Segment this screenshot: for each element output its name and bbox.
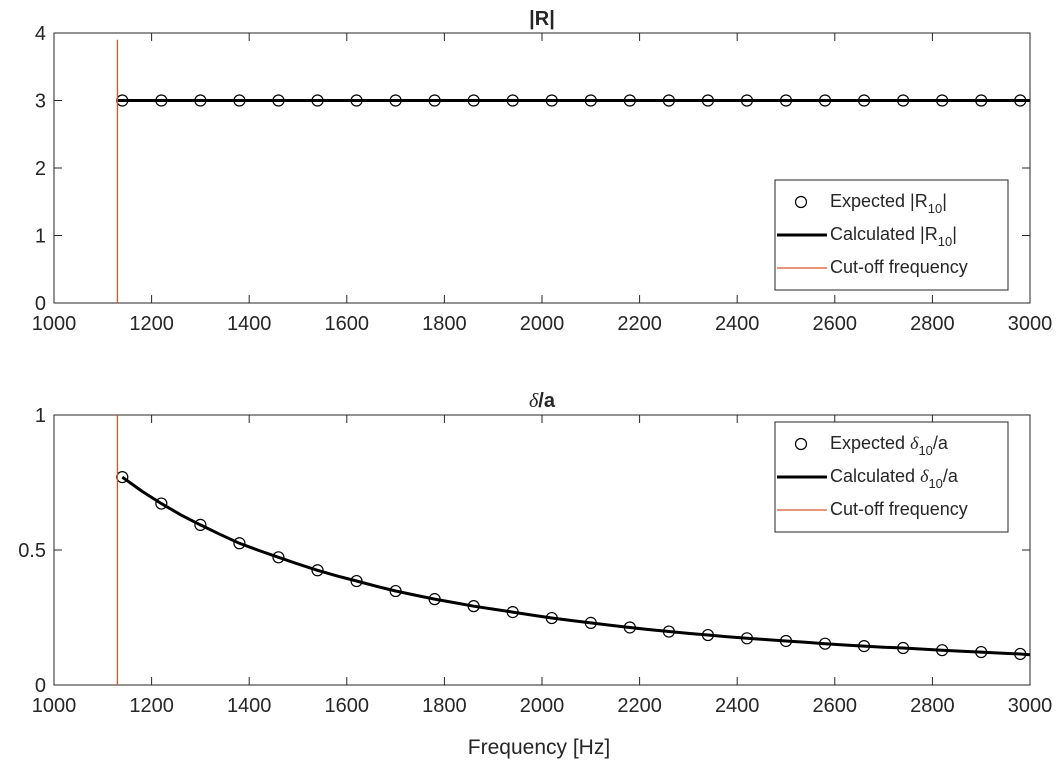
legend-label: Calculated |R10|	[830, 224, 957, 249]
calculated-line	[121, 475, 1031, 657]
chart-title: δ/a	[529, 390, 556, 412]
expected-point	[194, 518, 207, 531]
expected-point	[311, 564, 324, 577]
y-tick-label: 3	[35, 91, 46, 113]
x-tick-label: 2800	[910, 313, 955, 335]
x-tick-label: 1200	[129, 313, 174, 335]
legend-label: Expected |R10|	[830, 191, 947, 216]
y-tick-label: 4	[35, 23, 46, 45]
legend-label: Calculated δ10/a	[830, 466, 959, 491]
legend-label-subscript: 10	[918, 443, 932, 458]
expected-point	[155, 497, 168, 510]
legend-label-subscript: 10	[928, 476, 942, 491]
y-tick-label: 1	[35, 226, 46, 248]
legend-label-subscript: 10	[938, 234, 952, 249]
legend-label-tail: /a	[943, 466, 959, 486]
expected-point	[272, 551, 285, 564]
legend-label-main: Expected	[830, 433, 910, 453]
y-tick-label: 2	[35, 158, 46, 180]
chart-title-tail: /a	[538, 390, 556, 412]
x-tick-label: 2600	[813, 313, 858, 335]
x-tick-label: 3000	[1008, 695, 1053, 717]
chart-title: |R|	[529, 8, 555, 30]
x-tick-label: 2800	[910, 695, 955, 717]
x-tick-label: 1800	[422, 695, 467, 717]
legend-label-main: Calculated |R	[830, 224, 938, 244]
chart-panel-2: δ/a 1000 1200 1400 1600 1800 2000 2200 2400 2600 2…	[18, 390, 1052, 717]
legend-label-main: Cut-off frequency	[830, 257, 968, 277]
y-tick-label: 0.5	[18, 540, 46, 562]
legend-label: Cut-off frequency	[830, 499, 968, 519]
x-tick-label: 2200	[617, 313, 662, 335]
legend-label: Cut-off frequency	[830, 257, 968, 277]
x-tick-label: 2200	[617, 695, 662, 717]
legend-label-symbol: δ	[920, 466, 929, 486]
chart-title-text: |R|	[529, 8, 555, 30]
x-tick-label: 2000	[520, 695, 565, 717]
legend-label-tail: |	[942, 191, 947, 211]
x-axis-label: Frequency [Hz]	[468, 736, 610, 759]
chart-title-symbol: δ	[529, 390, 539, 412]
x-tick-label: 1000	[32, 695, 77, 717]
x-tick-label: 1400	[227, 695, 272, 717]
x-tick-label: 1200	[129, 695, 174, 717]
legend-label-tail: /a	[933, 433, 949, 453]
legend-label-symbol: δ	[910, 433, 919, 453]
y-tick-label: 1	[35, 405, 46, 427]
chart-panel-1: |R| 1000 1200 1400 1600 1800 2000 2200 2400 2600 2…	[32, 8, 1053, 335]
x-tick-label: 1000	[32, 313, 77, 335]
legend-label-tail: |	[952, 224, 957, 244]
x-tick-label: 3000	[1008, 313, 1053, 335]
x-tick-label: 2000	[520, 313, 565, 335]
x-tick-label: 1800	[422, 313, 467, 335]
y-tick-label: 0	[35, 675, 46, 697]
x-tick-label: 2400	[715, 695, 760, 717]
x-tick-label: 1600	[325, 313, 370, 335]
legend-marker	[794, 437, 808, 451]
legend-label: Expected δ10/a	[830, 433, 949, 458]
x-tick-label: 1400	[227, 313, 272, 335]
legend-marker	[794, 195, 808, 209]
expected-point	[233, 537, 246, 550]
legend-label-main: Expected |R	[830, 191, 928, 211]
legend-label-subscript: 10	[928, 201, 942, 216]
legend-label-main: Calculated	[830, 466, 920, 486]
y-tick-label: 0	[35, 293, 46, 315]
x-tick-label: 2600	[813, 695, 858, 717]
x-tick-label: 2400	[715, 313, 760, 335]
legend: Expected |R10|Calculated |R10|Cut-off fr…	[774, 179, 1009, 291]
x-tick-label: 1600	[325, 695, 370, 717]
legend-label-main: Cut-off frequency	[830, 499, 968, 519]
